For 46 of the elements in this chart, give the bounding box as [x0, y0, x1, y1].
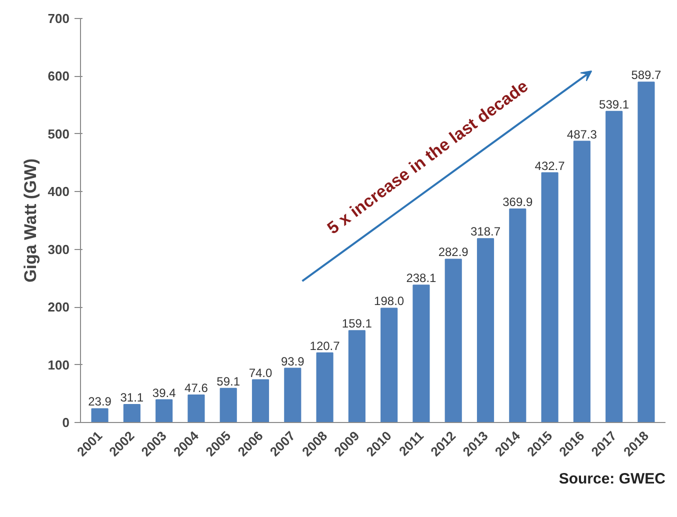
bar — [444, 258, 462, 422]
bar — [412, 284, 430, 422]
bar — [348, 330, 366, 422]
y-tick-label: 700 — [48, 11, 70, 26]
data-label: 59.1 — [216, 374, 240, 388]
data-label: 318.7 — [470, 224, 501, 239]
data-label: 93.9 — [280, 354, 305, 368]
data-label: 589.7 — [631, 68, 662, 82]
y-tick-label: 100 — [48, 357, 70, 372]
data-label: 282.9 — [438, 245, 469, 260]
bar — [316, 352, 334, 422]
data-label: 539.1 — [599, 97, 630, 112]
data-label: 120.7 — [310, 338, 340, 353]
bar — [509, 208, 526, 422]
bar — [573, 140, 590, 422]
data-label: 238.1 — [406, 271, 437, 286]
y-tick-label: 500 — [48, 126, 70, 142]
data-label: 159.1 — [342, 316, 372, 331]
bar — [123, 404, 140, 422]
bar — [541, 172, 558, 422]
data-label: 39.4 — [152, 386, 176, 400]
bar — [188, 394, 205, 422]
bar — [91, 408, 108, 422]
data-label: 23.9 — [88, 394, 112, 409]
source-note: Source: GWEC — [558, 470, 666, 488]
y-tick-label: 300 — [48, 242, 70, 257]
data-label: 198.0 — [374, 294, 404, 308]
bar — [252, 379, 270, 422]
data-label: 487.3 — [566, 127, 598, 142]
bar — [606, 110, 623, 422]
bar — [156, 399, 173, 422]
data-label: 31.1 — [120, 390, 144, 405]
bar — [476, 238, 494, 422]
y-tick-label: 400 — [48, 184, 70, 200]
y-tick-label: 600 — [48, 68, 70, 84]
y-tick-label: 0 — [62, 415, 70, 430]
bar — [380, 308, 398, 422]
y-tick-label: 200 — [48, 300, 70, 315]
data-label: 432.7 — [534, 158, 566, 173]
data-label: 74.0 — [248, 366, 273, 380]
y-axis-title: Giga Watt (GW) — [20, 158, 40, 283]
bar — [284, 368, 302, 422]
bar — [638, 82, 655, 422]
bar — [220, 388, 237, 422]
data-label: 47.6 — [184, 381, 208, 396]
data-label: 369.9 — [502, 195, 533, 210]
